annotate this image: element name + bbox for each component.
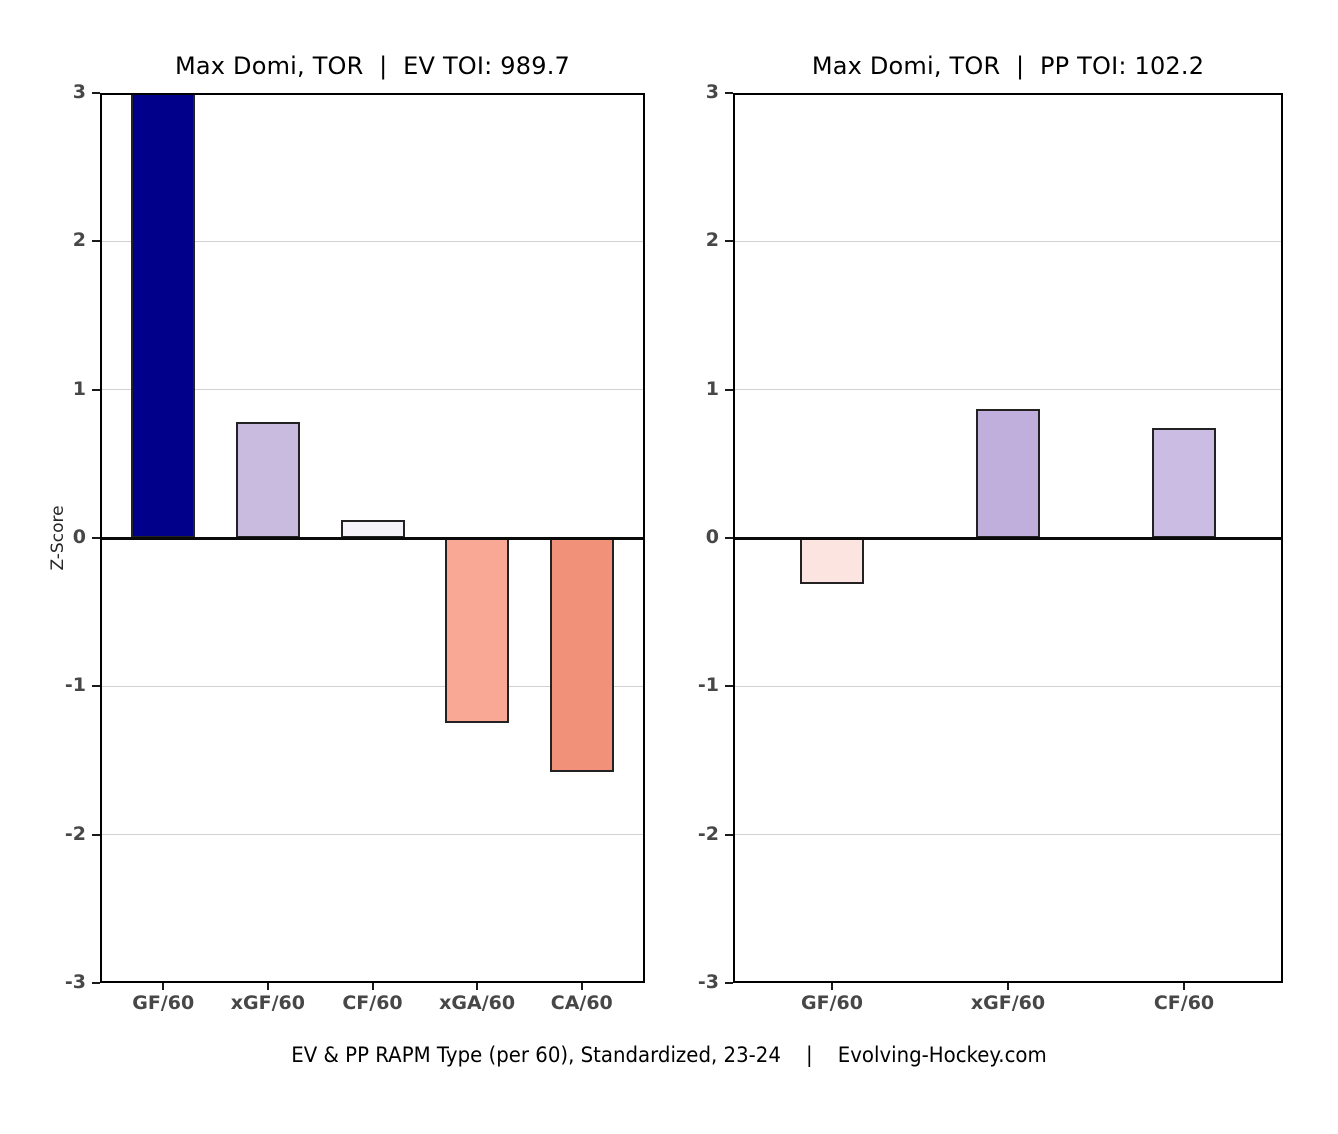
gridline: [733, 834, 1283, 836]
zero-line: [100, 536, 645, 540]
gridline: [733, 685, 1283, 687]
y-tick-label: 0: [72, 526, 86, 548]
x-tick-label: CF/60: [342, 992, 403, 1014]
y-tick-mark: [725, 537, 733, 539]
x-tick-mark: [1183, 983, 1185, 990]
plot-layer: [100, 93, 645, 983]
y-tick-label: 3: [72, 81, 86, 103]
y-tick-mark: [725, 92, 733, 94]
x-tick-mark: [371, 983, 374, 990]
y-tick-mark: [92, 92, 100, 94]
y-tick-label: -2: [697, 822, 719, 845]
y-tick-mark: [725, 240, 733, 243]
bar-CF/60: [1152, 428, 1216, 538]
bar-xGF/60: [976, 408, 1040, 538]
y-tick-label: 0: [705, 526, 719, 548]
gridline: [100, 834, 645, 836]
y-tick-mark: [92, 833, 100, 836]
y-tick-label: -1: [697, 674, 719, 697]
gridline: [100, 389, 645, 391]
pp-panel-title: Max Domi, TOR | PP TOI: 102.2: [811, 52, 1205, 80]
y-tick-mark: [725, 685, 733, 688]
x-tick-mark: [1007, 983, 1009, 990]
bar-xGA/60: [445, 538, 510, 724]
y-tick-label: 2: [705, 229, 719, 252]
y-tick-label: 3: [705, 81, 719, 103]
x-tick-label: xGF/60: [970, 992, 1046, 1014]
y-tick-label: 2: [72, 229, 86, 252]
x-tick-label: xGF/60: [230, 992, 305, 1014]
gridline: [100, 240, 645, 242]
gridline: [733, 240, 1283, 242]
y-tick-mark: [725, 388, 733, 391]
y-tick-mark: [725, 982, 733, 984]
x-tick-label: GF/60: [132, 992, 195, 1014]
y-tick-label: -2: [64, 822, 86, 845]
y-tick-mark: [92, 240, 100, 243]
x-tick-label: GF/60: [801, 992, 863, 1014]
y-tick-mark: [725, 833, 733, 836]
x-tick-mark: [476, 983, 479, 990]
x-tick-mark: [162, 983, 165, 990]
bar-GF/60: [800, 538, 864, 584]
x-tick-label: CA/60: [550, 992, 613, 1014]
y-tick-mark: [92, 685, 100, 688]
y-tick-label: 1: [705, 377, 719, 400]
ev-panel-title: Max Domi, TOR | EV TOI: 989.7: [174, 52, 570, 80]
x-tick-mark: [831, 983, 833, 990]
bar-xGF/60: [235, 422, 300, 538]
x-tick-label: CF/60: [1153, 992, 1215, 1014]
zero-line: [733, 536, 1283, 540]
y-tick-label: -3: [697, 971, 719, 993]
gridline: [100, 685, 645, 687]
y-tick-label: -1: [64, 674, 86, 697]
x-tick-mark: [266, 983, 269, 990]
y-tick-mark: [92, 982, 100, 984]
bar-GF/60: [131, 93, 196, 538]
y-tick-mark: [92, 537, 100, 539]
x-tick-label: xGA/60: [439, 992, 516, 1014]
y-tick-label: 1: [72, 377, 86, 400]
plot-layer: [733, 93, 1283, 983]
gridline: [733, 389, 1283, 391]
caption: EV & PP RAPM Type (per 60), Standardized…: [291, 1043, 1047, 1067]
x-tick-mark: [580, 983, 583, 990]
y-tick-label: -3: [64, 971, 86, 993]
bar-CF/60: [340, 520, 405, 538]
y-tick-mark: [92, 388, 100, 391]
bar-CA/60: [549, 538, 614, 773]
